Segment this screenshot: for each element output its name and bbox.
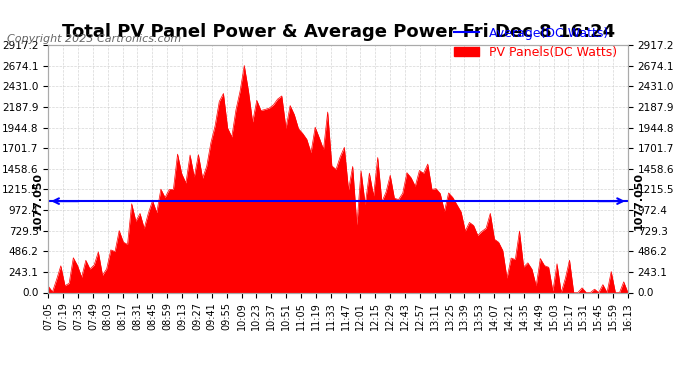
Title: Total PV Panel Power & Average Power Fri Dec 8 16:24: Total PV Panel Power & Average Power Fri… bbox=[61, 22, 615, 40]
Legend: Average(DC Watts), PV Panels(DC Watts): Average(DC Watts), PV Panels(DC Watts) bbox=[448, 21, 622, 64]
Text: Copyright 2023 Cartronics.com: Copyright 2023 Cartronics.com bbox=[7, 34, 181, 44]
Text: 1077.050: 1077.050 bbox=[32, 172, 43, 230]
Text: 1077.050: 1077.050 bbox=[633, 172, 644, 230]
